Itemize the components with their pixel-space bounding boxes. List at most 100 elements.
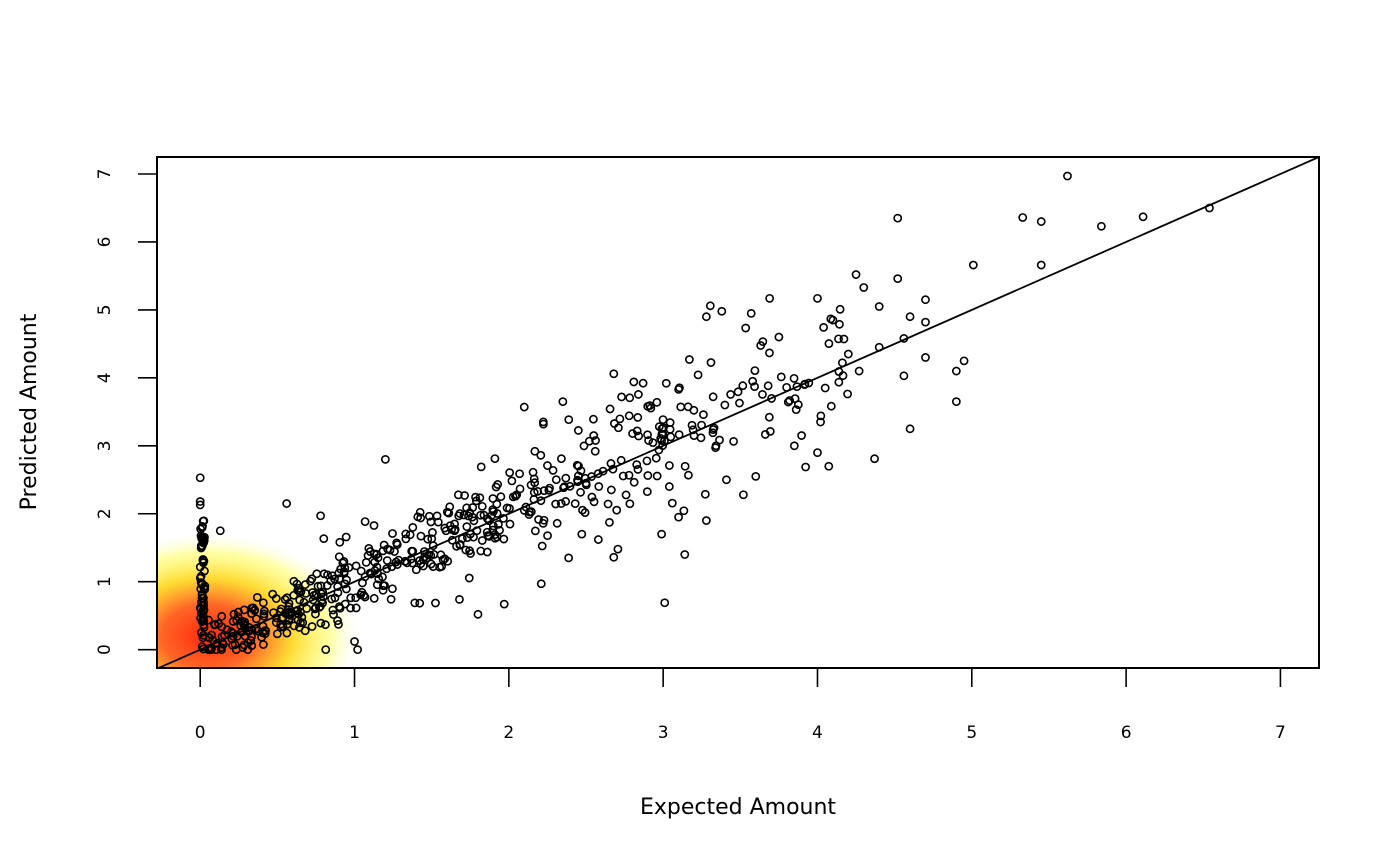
data-point bbox=[198, 593, 208, 603]
data-point bbox=[444, 508, 454, 518]
data-point bbox=[667, 498, 677, 508]
data-point bbox=[258, 598, 268, 608]
data-point bbox=[774, 332, 784, 342]
data-point bbox=[687, 420, 697, 430]
data-point bbox=[351, 603, 361, 613]
data-point bbox=[648, 438, 658, 448]
data-point bbox=[729, 437, 738, 446]
data-point bbox=[428, 541, 438, 550]
data-point bbox=[565, 481, 575, 491]
data-point bbox=[589, 431, 599, 440]
data-point bbox=[469, 516, 479, 526]
data-point bbox=[499, 513, 508, 523]
data-point bbox=[741, 323, 751, 333]
data-point bbox=[689, 405, 699, 415]
data-point bbox=[820, 383, 830, 393]
data-point bbox=[529, 494, 539, 504]
data-point bbox=[824, 461, 834, 471]
data-point bbox=[660, 598, 670, 608]
data-point bbox=[515, 469, 525, 479]
data-point bbox=[792, 382, 802, 392]
data-point bbox=[285, 608, 295, 618]
data-point bbox=[391, 557, 401, 567]
data-point bbox=[253, 626, 263, 636]
data-point bbox=[605, 518, 614, 527]
data-point bbox=[505, 519, 515, 529]
data-point bbox=[722, 475, 731, 485]
data-point bbox=[764, 412, 774, 422]
data-point bbox=[411, 565, 421, 575]
data-point bbox=[415, 507, 425, 517]
data-point bbox=[247, 609, 256, 618]
data-point bbox=[401, 534, 411, 544]
data-point bbox=[708, 392, 718, 402]
data-point bbox=[624, 411, 634, 421]
data-point bbox=[666, 432, 676, 442]
data-point bbox=[314, 602, 324, 612]
data-point bbox=[590, 446, 600, 456]
data-point bbox=[893, 274, 903, 284]
data-point bbox=[603, 499, 613, 509]
data-point bbox=[289, 576, 299, 586]
data-point bbox=[606, 485, 616, 495]
data-point bbox=[464, 511, 473, 521]
data-point bbox=[462, 522, 472, 532]
data-point bbox=[616, 455, 626, 465]
data-point bbox=[584, 436, 594, 446]
y-tick-label: 5 bbox=[95, 304, 115, 315]
data-point bbox=[316, 511, 325, 521]
data-point bbox=[1036, 217, 1046, 226]
y-tick-label: 1 bbox=[95, 576, 115, 587]
data-point bbox=[813, 293, 822, 303]
data-point bbox=[496, 492, 506, 502]
data-point bbox=[495, 525, 504, 535]
data-point bbox=[269, 608, 278, 618]
data-point bbox=[735, 398, 744, 408]
data-point bbox=[519, 402, 529, 412]
data-point bbox=[450, 519, 459, 529]
x-axis: 0 1 2 3 4 5 6 7 bbox=[195, 667, 1286, 743]
data-point bbox=[561, 497, 571, 506]
data-point bbox=[543, 531, 552, 541]
data-point bbox=[680, 550, 690, 559]
data-point bbox=[490, 533, 500, 543]
data-point bbox=[899, 371, 909, 381]
data-point bbox=[199, 538, 208, 548]
data-point bbox=[364, 544, 374, 553]
data-point bbox=[835, 304, 845, 314]
data-point bbox=[436, 550, 446, 560]
data-point bbox=[629, 377, 639, 387]
data-point bbox=[276, 619, 286, 629]
data-point bbox=[215, 526, 225, 536]
data-point bbox=[197, 589, 207, 599]
data-point bbox=[661, 378, 671, 388]
data-point bbox=[297, 612, 307, 622]
y-tick-label: 3 bbox=[95, 440, 115, 451]
data-point bbox=[387, 562, 397, 572]
data-point bbox=[921, 295, 930, 305]
data-point bbox=[789, 373, 799, 383]
data-point bbox=[204, 615, 213, 625]
data-point bbox=[272, 629, 282, 639]
data-point bbox=[488, 521, 498, 531]
data-point bbox=[370, 566, 380, 575]
data-point bbox=[785, 396, 795, 405]
data-point bbox=[316, 581, 326, 591]
data-point bbox=[726, 390, 736, 399]
data-point bbox=[615, 414, 625, 424]
data-point bbox=[664, 482, 674, 491]
data-point bbox=[380, 454, 390, 464]
data-point bbox=[356, 566, 366, 576]
data-point bbox=[765, 348, 774, 358]
x-tick-label: 4 bbox=[812, 723, 823, 743]
data-point bbox=[443, 556, 453, 566]
data-point bbox=[294, 623, 304, 632]
data-point bbox=[282, 628, 292, 638]
data-point bbox=[657, 529, 667, 539]
data-point bbox=[228, 631, 238, 641]
data-point bbox=[473, 609, 483, 619]
data-point bbox=[426, 551, 436, 561]
data-point bbox=[196, 628, 206, 637]
data-point bbox=[428, 562, 438, 571]
y-tick-label: 7 bbox=[95, 169, 115, 180]
